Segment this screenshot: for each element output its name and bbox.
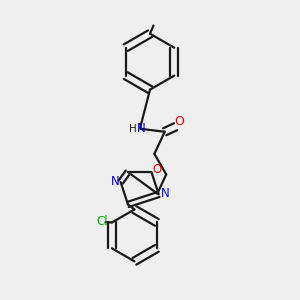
Text: H: H — [129, 124, 137, 134]
Text: O: O — [175, 115, 184, 128]
Text: N: N — [111, 175, 120, 188]
Text: N: N — [161, 188, 170, 200]
Text: Cl: Cl — [97, 215, 108, 228]
Text: N: N — [137, 122, 146, 135]
Text: O: O — [153, 163, 162, 176]
